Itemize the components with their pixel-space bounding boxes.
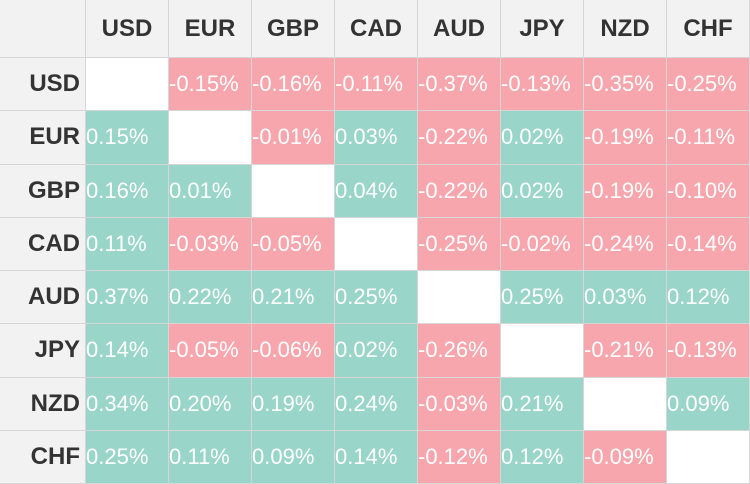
column-header-nzd: NZD [584,0,667,58]
cell-eur-nzd: -0.19% [584,111,667,165]
cell-nzd-gbp: 0.19% [252,377,335,431]
cell-usd-gbp: -0.16% [252,58,335,112]
cell-jpy-jpy [501,324,584,378]
cell-usd-chf: -0.25% [667,58,750,112]
cell-usd-nzd: -0.35% [584,58,667,112]
cell-cad-aud: -0.25% [418,217,501,271]
row-header-aud: AUD [0,271,86,325]
cell-nzd-cad: 0.24% [335,377,418,431]
cell-eur-jpy: 0.02% [501,111,584,165]
cell-cad-usd: 0.11% [86,217,169,271]
cell-chf-chf [667,430,750,484]
row-header-gbp: GBP [0,164,86,218]
cell-gbp-chf: -0.10% [667,164,750,218]
cell-aud-aud [418,271,501,325]
cell-gbp-nzd: -0.19% [584,164,667,218]
cell-chf-usd: 0.25% [86,430,169,484]
row-header-eur: EUR [0,111,86,165]
cell-chf-aud: -0.12% [418,430,501,484]
cell-eur-usd: 0.15% [86,111,169,165]
cell-gbp-jpy: 0.02% [501,164,584,218]
cell-aud-gbp: 0.21% [252,271,335,325]
cell-jpy-aud: -0.26% [418,324,501,378]
cell-cad-eur: -0.03% [169,217,252,271]
cell-aud-eur: 0.22% [169,271,252,325]
cell-nzd-nzd [584,377,667,431]
cell-cad-cad [335,217,418,271]
row-header-nzd: NZD [0,377,86,431]
cell-cad-nzd: -0.24% [584,217,667,271]
cell-usd-jpy: -0.13% [501,58,584,112]
cell-usd-eur: -0.15% [169,58,252,112]
cell-aud-cad: 0.25% [335,271,418,325]
cell-cad-gbp: -0.05% [252,217,335,271]
row-header-cad: CAD [0,217,86,271]
cell-nzd-aud: -0.03% [418,377,501,431]
cell-aud-usd: 0.37% [86,271,169,325]
cell-nzd-chf: 0.09% [667,377,750,431]
cell-nzd-jpy: 0.21% [501,377,584,431]
cell-gbp-gbp [252,164,335,218]
row-header-jpy: JPY [0,324,86,378]
cell-gbp-cad: 0.04% [335,164,418,218]
cell-chf-cad: 0.14% [335,430,418,484]
cell-aud-nzd: 0.03% [584,271,667,325]
cell-eur-cad: 0.03% [335,111,418,165]
cell-gbp-eur: 0.01% [169,164,252,218]
cell-jpy-gbp: -0.06% [252,324,335,378]
cell-chf-nzd: -0.09% [584,430,667,484]
cell-gbp-aud: -0.22% [418,164,501,218]
cell-aud-chf: 0.12% [667,271,750,325]
cell-gbp-usd: 0.16% [86,164,169,218]
cell-chf-jpy: 0.12% [501,430,584,484]
column-header-usd: USD [86,0,169,58]
cell-jpy-eur: -0.05% [169,324,252,378]
cell-eur-gbp: -0.01% [252,111,335,165]
column-header-jpy: JPY [501,0,584,58]
cell-eur-aud: -0.22% [418,111,501,165]
cell-nzd-eur: 0.20% [169,377,252,431]
cell-jpy-cad: 0.02% [335,324,418,378]
column-header-cad: CAD [335,0,418,58]
cell-cad-jpy: -0.02% [501,217,584,271]
cell-jpy-usd: 0.14% [86,324,169,378]
cell-jpy-nzd: -0.21% [584,324,667,378]
cell-usd-cad: -0.11% [335,58,418,112]
cell-eur-chf: -0.11% [667,111,750,165]
column-header-chf: CHF [667,0,750,58]
column-header-gbp: GBP [252,0,335,58]
cell-cad-chf: -0.14% [667,217,750,271]
cell-aud-jpy: 0.25% [501,271,584,325]
cell-jpy-chf: -0.13% [667,324,750,378]
cell-usd-usd [86,58,169,112]
cell-usd-aud: -0.37% [418,58,501,112]
corner-cell [0,0,86,58]
row-header-chf: CHF [0,430,86,484]
cell-nzd-usd: 0.34% [86,377,169,431]
column-header-aud: AUD [418,0,501,58]
column-header-eur: EUR [169,0,252,58]
row-header-usd: USD [0,58,86,112]
cell-chf-gbp: 0.09% [252,430,335,484]
cell-chf-eur: 0.11% [169,430,252,484]
cell-eur-eur [169,111,252,165]
